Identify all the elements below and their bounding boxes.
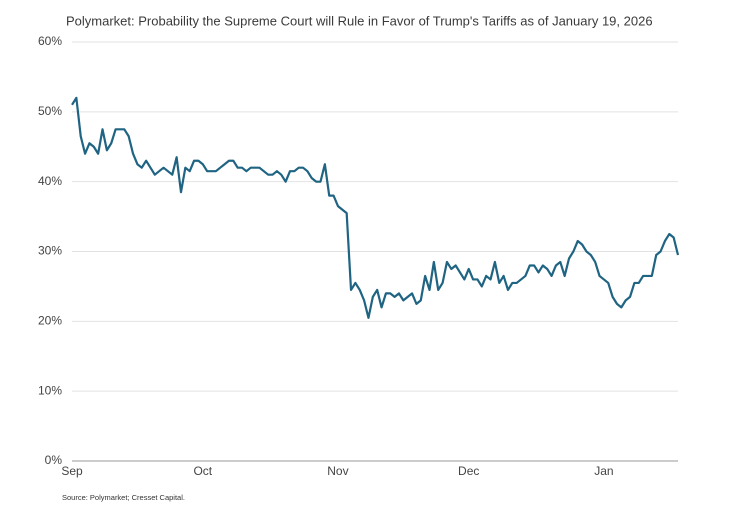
x-tick-label: Nov xyxy=(327,464,348,478)
x-tick-label: Oct xyxy=(193,464,212,478)
x-tick-label: Sep xyxy=(61,464,83,478)
y-tick-label: 0% xyxy=(45,453,63,467)
chart-title: Polymarket: Probability the Supreme Cour… xyxy=(66,13,653,28)
x-tick-label: Dec xyxy=(458,464,479,478)
y-tick-label: 40% xyxy=(38,174,62,188)
y-tick-label: 60% xyxy=(38,34,62,48)
x-tick-label: Jan xyxy=(594,464,613,478)
source-note: Source: Polymarket; Cresset Capital. xyxy=(62,493,185,502)
line xyxy=(71,96,680,319)
y-tick-label: 50% xyxy=(38,104,62,118)
y-tick-label: 20% xyxy=(38,314,62,328)
y-tick-label: 30% xyxy=(38,244,62,258)
y-tick-label: 10% xyxy=(38,383,62,397)
